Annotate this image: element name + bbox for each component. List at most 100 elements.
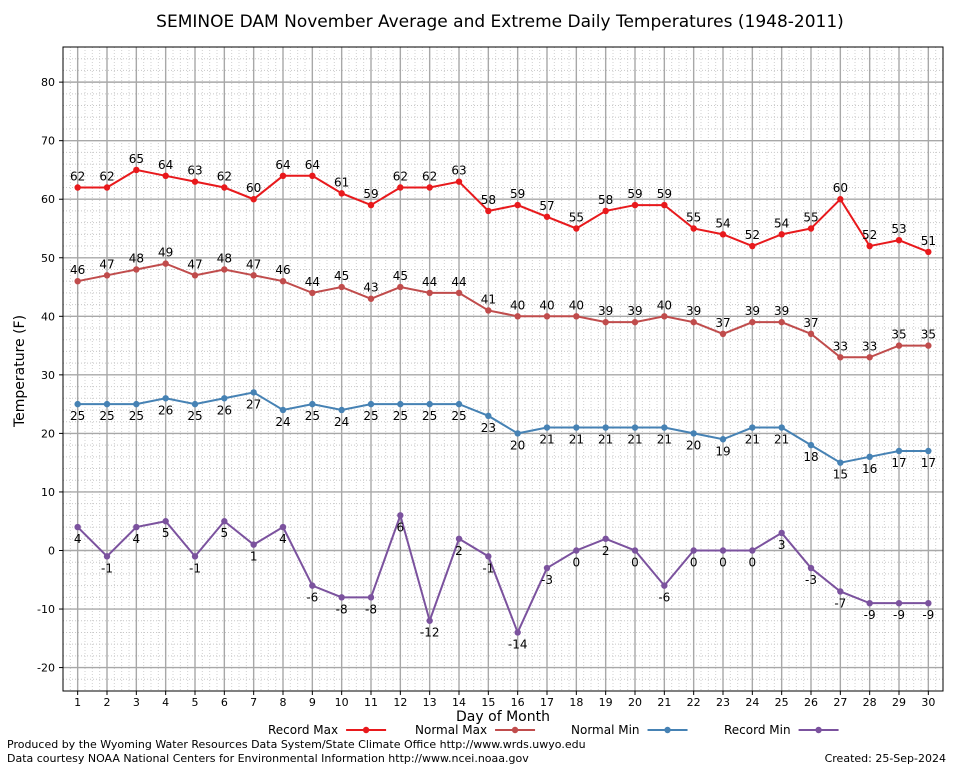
data-label-normal-max: 35 [891,328,906,342]
data-label-normal-max: 47 [246,257,261,271]
data-point-normal-max [426,289,433,297]
legend-marker-normal-min [664,726,671,734]
data-point-record-min [397,512,404,519]
x-tick-label: 14 [452,696,466,709]
data-label-normal-min: 21 [745,433,760,447]
data-point-normal-max [602,318,609,326]
data-point-record-max [602,207,609,215]
data-label-normal-max: 33 [862,339,877,353]
data-label-record-min: 6 [397,520,405,534]
data-label-normal-max: 39 [686,304,701,318]
data-point-normal-min [631,424,639,431]
data-label-record-min: -6 [658,591,670,605]
data-point-normal-max [895,342,903,349]
data-label-record-max: 54 [774,216,789,230]
data-label-normal-max: 48 [129,251,144,265]
data-label-record-max: 55 [686,210,701,224]
data-label-normal-min: 20 [686,438,701,452]
data-point-normal-max [749,318,756,326]
data-label-record-min: 4 [74,532,82,546]
data-point-record-min [543,564,551,572]
data-label-normal-max: 48 [217,251,232,265]
x-axis-ticks: 1 2 3 4 5 6 7 8 9 10 11 12 13 14 15 16 17 18 19 20 21 22 23 24 2… [74,691,935,709]
data-label-normal-min: 25 [305,409,320,423]
data-label-record-max: 55 [569,210,584,224]
data-point-normal-min [133,400,140,408]
data-label-record-min: 1 [250,550,258,564]
data-label-record-min: 4 [279,532,287,546]
data-point-normal-max [661,313,668,320]
data-point-record-max [338,190,345,197]
data-label-normal-max: 44 [451,275,466,289]
x-tick-label: 16 [511,696,525,709]
data-label-normal-max: 37 [803,316,818,330]
data-point-normal-min [426,400,433,408]
data-point-normal-min [925,447,932,455]
data-label-normal-min: 18 [803,450,818,464]
y-tick-label: 10 [41,486,55,499]
data-label-normal-min: 27 [246,397,261,411]
data-label-record-max: 51 [921,234,936,248]
legend-item-record-max: Record Max [268,723,387,737]
data-point-normal-max [807,330,815,338]
data-point-normal-max [162,260,169,267]
data-label-record-max: 53 [891,222,906,236]
x-tick-label: 13 [423,696,437,709]
y-axis-label: Temperature (F) [12,315,28,428]
data-label-record-max: 52 [862,228,877,242]
data-label-record-min: 0 [749,555,757,569]
data-label-normal-min: 21 [657,433,672,447]
data-point-normal-min [866,453,873,461]
data-label-record-min: 2 [455,544,463,558]
data-point-normal-max [338,283,345,291]
x-tick-label: 8 [280,696,287,709]
data-point-record-min [866,599,873,607]
data-label-record-min: 0 [690,555,698,569]
data-label-record-max: 60 [246,181,261,195]
data-label-record-max: 62 [393,170,408,184]
data-label-normal-min: 17 [891,456,906,470]
data-label-normal-max: 46 [275,263,290,277]
data-label-normal-max: 45 [334,269,349,283]
data-point-normal-max [250,272,257,279]
data-point-record-max [631,201,639,209]
data-point-normal-max [631,318,639,326]
data-label-record-max: 62 [217,170,232,184]
x-tick-label: 5 [192,696,199,709]
data-label-normal-max: 39 [627,304,642,318]
data-label-normal-min: 25 [363,409,378,423]
data-point-record-min [749,547,756,554]
data-label-record-max: 62 [70,170,85,184]
data-label-normal-max: 37 [715,316,730,330]
data-label-normal-min: 25 [393,409,408,423]
legend-marker-record-min [815,726,822,734]
data-point-normal-min [514,430,521,437]
data-label-normal-min: 26 [158,403,173,417]
data-label-record-min: 3 [778,538,786,552]
data-label-normal-min: 16 [862,462,877,476]
series-line-normal-max [77,262,929,359]
data-point-record-max [778,231,785,238]
data-point-record-max [573,225,580,232]
x-tick-label: 27 [833,696,847,709]
data-point-record-min [573,547,580,554]
data-point-normal-max [837,354,844,361]
x-tick-label: 18 [569,696,583,709]
data-point-normal-max [397,283,404,291]
data-point-record-min [74,523,81,531]
x-axis-label: Day of Month [456,709,550,725]
data-label-normal-min: 17 [921,456,936,470]
data-point-normal-min [367,400,375,408]
y-tick-label: 20 [41,427,55,440]
y-tick-label: 50 [41,252,55,265]
data-point-normal-min [191,400,199,408]
data-label-normal-min: 20 [510,438,525,452]
data-label-normal-max: 33 [833,339,848,353]
data-point-normal-max [719,330,727,338]
y-tick-label: 0 [48,544,55,557]
data-point-normal-min [690,430,697,437]
legend: Record Max Normal Max Normal Min Record Min [268,723,839,737]
data-label-normal-min: 21 [539,433,554,447]
data-point-record-max [426,184,433,191]
